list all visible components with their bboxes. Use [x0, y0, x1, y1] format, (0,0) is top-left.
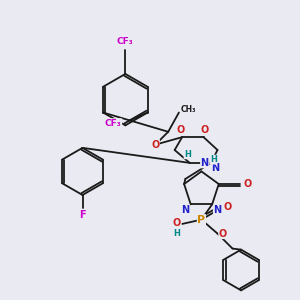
Text: P: P [197, 214, 206, 225]
Text: N: N [213, 205, 222, 215]
Text: O: O [219, 229, 227, 238]
Text: O: O [151, 140, 160, 150]
Text: O: O [223, 202, 231, 212]
Text: CF₃: CF₃ [105, 119, 122, 128]
Text: H: H [184, 150, 191, 159]
Text: O: O [244, 179, 252, 189]
Text: O: O [173, 218, 181, 228]
Text: CF₃: CF₃ [117, 37, 134, 46]
Text: N: N [211, 163, 219, 173]
Text: H: H [173, 229, 180, 238]
Text: N: N [181, 205, 189, 215]
Text: O: O [200, 124, 209, 135]
Text: O: O [177, 124, 185, 135]
Text: N: N [201, 158, 209, 168]
Text: CH₃: CH₃ [181, 105, 196, 114]
Text: H: H [210, 155, 217, 164]
Text: F: F [79, 210, 86, 220]
